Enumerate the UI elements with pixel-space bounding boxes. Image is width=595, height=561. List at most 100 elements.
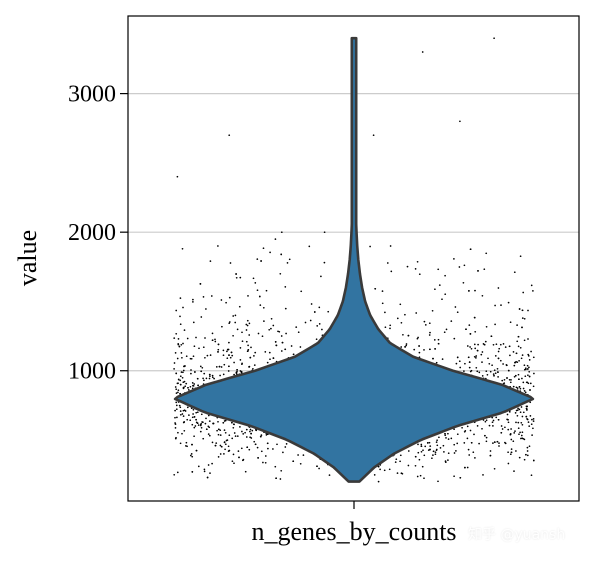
data-point xyxy=(240,447,243,450)
data-point xyxy=(513,271,516,274)
data-point xyxy=(497,418,500,421)
data-point xyxy=(233,373,235,376)
data-point xyxy=(225,301,227,304)
data-point xyxy=(389,245,392,247)
data-point xyxy=(407,450,410,452)
data-point xyxy=(182,371,184,374)
data-point xyxy=(459,366,462,369)
data-point xyxy=(280,231,283,234)
data-point xyxy=(220,299,223,301)
data-point xyxy=(507,418,509,421)
data-point xyxy=(175,404,178,407)
data-point xyxy=(247,344,249,347)
data-point xyxy=(179,315,181,318)
data-point xyxy=(285,443,288,445)
data-point xyxy=(192,355,195,358)
data-point xyxy=(499,359,502,362)
data-point xyxy=(195,418,197,421)
data-point xyxy=(435,361,438,364)
data-point xyxy=(175,392,178,394)
data-point xyxy=(493,369,496,372)
data-point xyxy=(436,444,439,447)
data-point xyxy=(262,306,265,309)
data-point xyxy=(490,335,493,338)
data-point xyxy=(194,371,196,373)
data-point xyxy=(253,364,256,366)
data-point xyxy=(260,434,263,436)
data-point xyxy=(494,372,497,375)
data-point xyxy=(234,435,237,437)
data-point xyxy=(200,426,203,429)
data-point xyxy=(388,468,391,471)
data-point xyxy=(420,450,423,453)
data-point xyxy=(532,356,535,359)
data-point xyxy=(456,311,459,314)
data-point xyxy=(248,322,251,325)
data-point xyxy=(208,373,211,376)
data-point xyxy=(264,461,267,464)
data-point xyxy=(239,426,241,428)
data-point xyxy=(239,276,242,279)
data-point xyxy=(228,321,231,323)
data-point xyxy=(309,319,312,322)
data-point xyxy=(469,346,471,348)
data-point xyxy=(207,425,210,428)
data-point xyxy=(520,357,523,360)
data-point xyxy=(520,421,523,424)
data-point xyxy=(432,450,435,453)
data-point xyxy=(493,37,495,40)
data-point xyxy=(191,471,194,473)
data-point xyxy=(476,349,479,352)
data-point xyxy=(532,427,534,430)
data-point xyxy=(453,337,456,340)
data-point xyxy=(525,405,528,408)
data-point xyxy=(428,334,431,336)
data-point xyxy=(515,421,517,424)
data-point xyxy=(175,408,178,411)
data-point xyxy=(426,442,429,444)
data-point xyxy=(517,407,519,410)
data-point xyxy=(192,298,194,301)
data-point xyxy=(496,440,499,443)
data-point xyxy=(192,413,194,415)
data-point xyxy=(507,369,510,372)
data-point xyxy=(510,428,512,430)
data-point xyxy=(218,365,221,368)
data-point xyxy=(193,435,195,438)
data-point xyxy=(226,439,229,441)
data-point xyxy=(500,431,503,434)
data-point xyxy=(530,350,532,353)
data-point xyxy=(195,411,198,414)
data-point xyxy=(223,420,226,422)
data-point xyxy=(499,343,502,346)
data-point xyxy=(429,348,431,351)
data-point xyxy=(217,456,220,458)
data-point xyxy=(504,426,506,429)
data-point xyxy=(228,434,231,437)
data-point xyxy=(263,320,265,322)
data-point xyxy=(434,288,436,291)
data-point xyxy=(507,428,510,431)
data-point xyxy=(239,359,242,361)
data-point xyxy=(524,367,527,370)
data-point xyxy=(458,360,461,363)
data-point xyxy=(226,357,229,360)
data-point xyxy=(242,459,244,462)
data-point xyxy=(205,417,207,420)
data-point xyxy=(447,432,449,435)
data-point xyxy=(488,362,491,365)
data-point xyxy=(445,328,448,331)
data-point xyxy=(404,346,406,348)
data-point xyxy=(520,434,523,437)
data-point xyxy=(179,379,182,382)
data-point xyxy=(453,428,455,431)
data-point xyxy=(174,352,177,354)
data-point xyxy=(417,451,420,454)
data-point xyxy=(468,454,471,456)
data-point xyxy=(223,441,226,443)
data-point xyxy=(456,356,459,359)
data-point xyxy=(494,304,496,307)
data-point xyxy=(205,308,207,310)
data-point xyxy=(207,464,210,466)
data-point xyxy=(193,383,196,385)
